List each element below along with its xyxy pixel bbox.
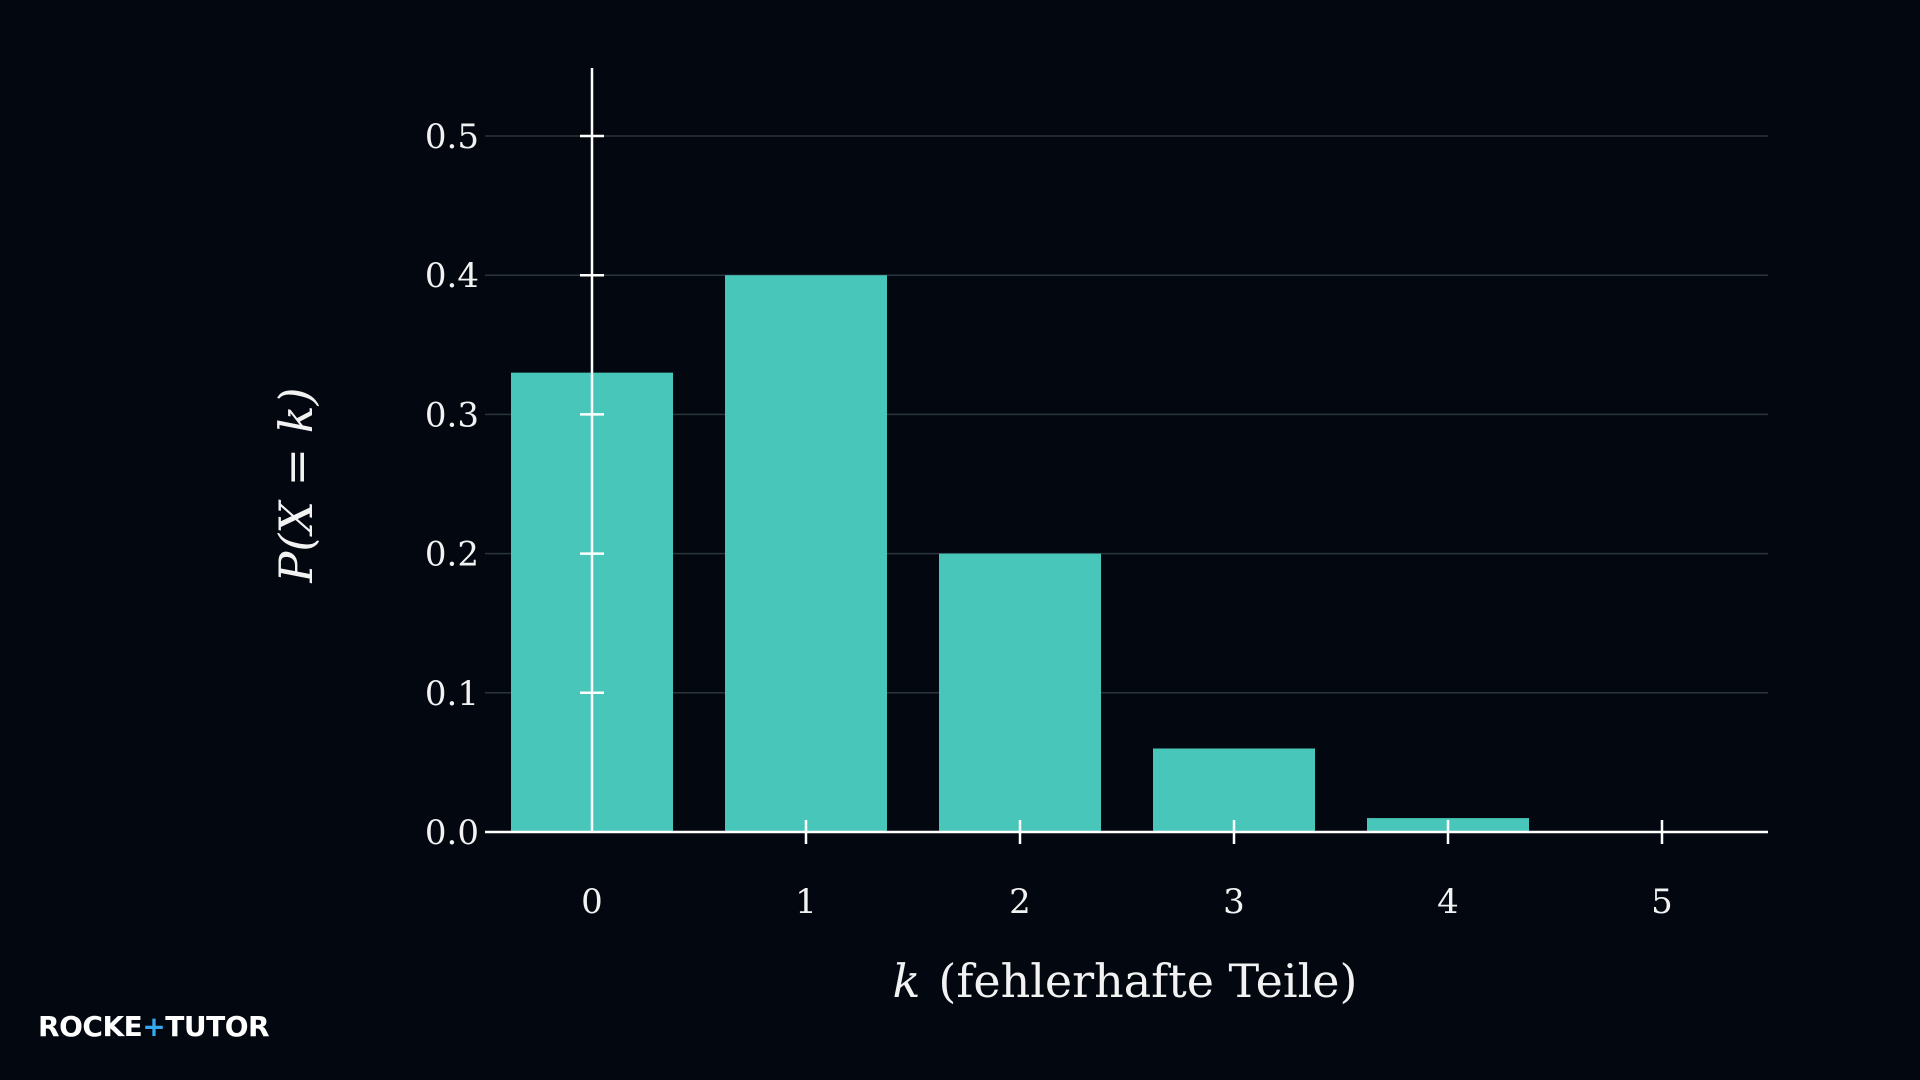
x-tick-label-0: 0 xyxy=(581,882,603,922)
tick-labels: 0.0 0.1 0.2 0.3 0.4 0.5 0 1 2 3 4 5 xyxy=(425,117,1673,922)
axes xyxy=(485,68,1768,844)
bar-k-1 xyxy=(725,275,887,832)
bar-k-2 xyxy=(939,553,1101,832)
y-tick-label-0.2: 0.2 xyxy=(425,535,479,575)
y-tick-label-0.3: 0.3 xyxy=(425,395,479,435)
y-tick-label-0.1: 0.1 xyxy=(425,674,479,714)
x-axis-unit-text: (fehlerhafte Teile) xyxy=(938,954,1357,1008)
x-axis-title: k (fehlerhafte Teile) xyxy=(893,954,1358,1008)
bar-k-3 xyxy=(1153,748,1315,832)
x-tick-label-2: 2 xyxy=(1009,882,1031,922)
rocket-tutor-logo: ROCKE+TUTOR xyxy=(38,1010,270,1043)
bars xyxy=(511,275,1529,832)
y-tick-label-0.5: 0.5 xyxy=(425,117,479,157)
x-tick-label-5: 5 xyxy=(1651,882,1673,922)
logo-text: ROCKE+TUTOR xyxy=(38,1010,270,1043)
y-tick-label-0.0: 0.0 xyxy=(425,813,479,853)
gridlines xyxy=(485,135,1768,694)
x-tick-label-4: 4 xyxy=(1437,882,1459,922)
y-axis-title: P(X = k) xyxy=(269,387,323,583)
x-tick-label-3: 3 xyxy=(1223,882,1245,922)
y-tick-label-0.4: 0.4 xyxy=(425,256,479,296)
x-axis-variable: k xyxy=(893,954,921,1008)
x-tick-label-1: 1 xyxy=(795,882,817,922)
